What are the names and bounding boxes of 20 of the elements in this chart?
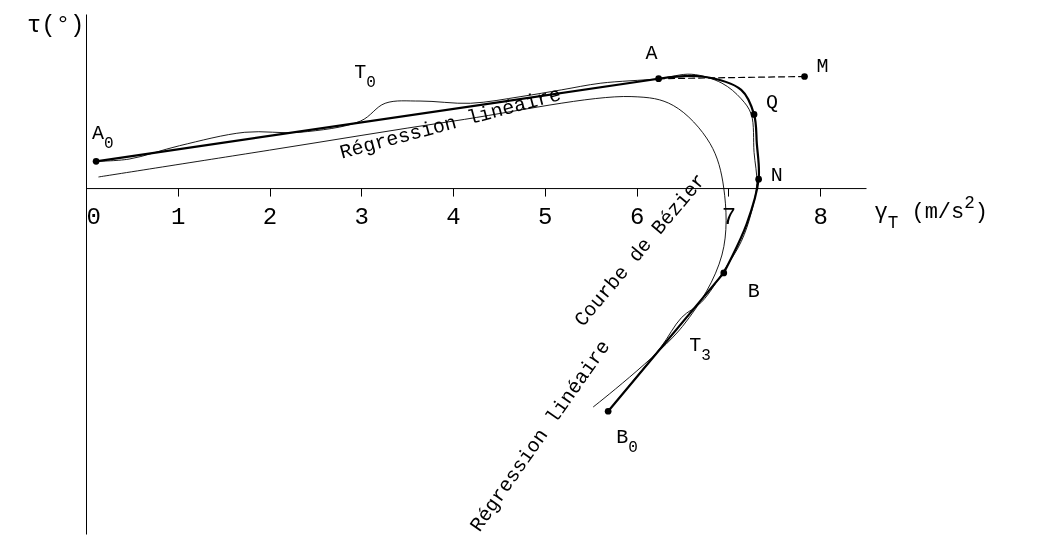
annotation: M xyxy=(816,55,829,79)
x-axis-title: γ$_{T}$ (m/s$^{2}$) xyxy=(874,192,989,233)
x-tick-label: 8 xyxy=(813,203,828,231)
annotation: A$_{0}$ xyxy=(92,122,114,154)
annotation: T$_{0}$ xyxy=(354,61,376,92)
x-tick-label: 4 xyxy=(446,203,461,231)
annotation: T$_{3}$ xyxy=(689,334,711,365)
y-axis-title: τ(°) xyxy=(26,11,85,39)
annotation: N xyxy=(770,164,783,188)
x-tick-label: 2 xyxy=(262,203,278,231)
x-tick-label: 1 xyxy=(171,203,186,231)
x-tick-label: 6 xyxy=(629,203,645,231)
annotation: A xyxy=(645,41,658,65)
annotation: B$_{0}$ xyxy=(616,426,638,458)
x-tick-label: 7 xyxy=(721,203,737,231)
annotation: B xyxy=(747,279,760,303)
x-tick-label: 3 xyxy=(354,203,369,231)
x-tick-label: 5 xyxy=(538,203,553,231)
annotation: Q xyxy=(766,91,779,115)
x-tick-label: 0 xyxy=(86,203,101,231)
